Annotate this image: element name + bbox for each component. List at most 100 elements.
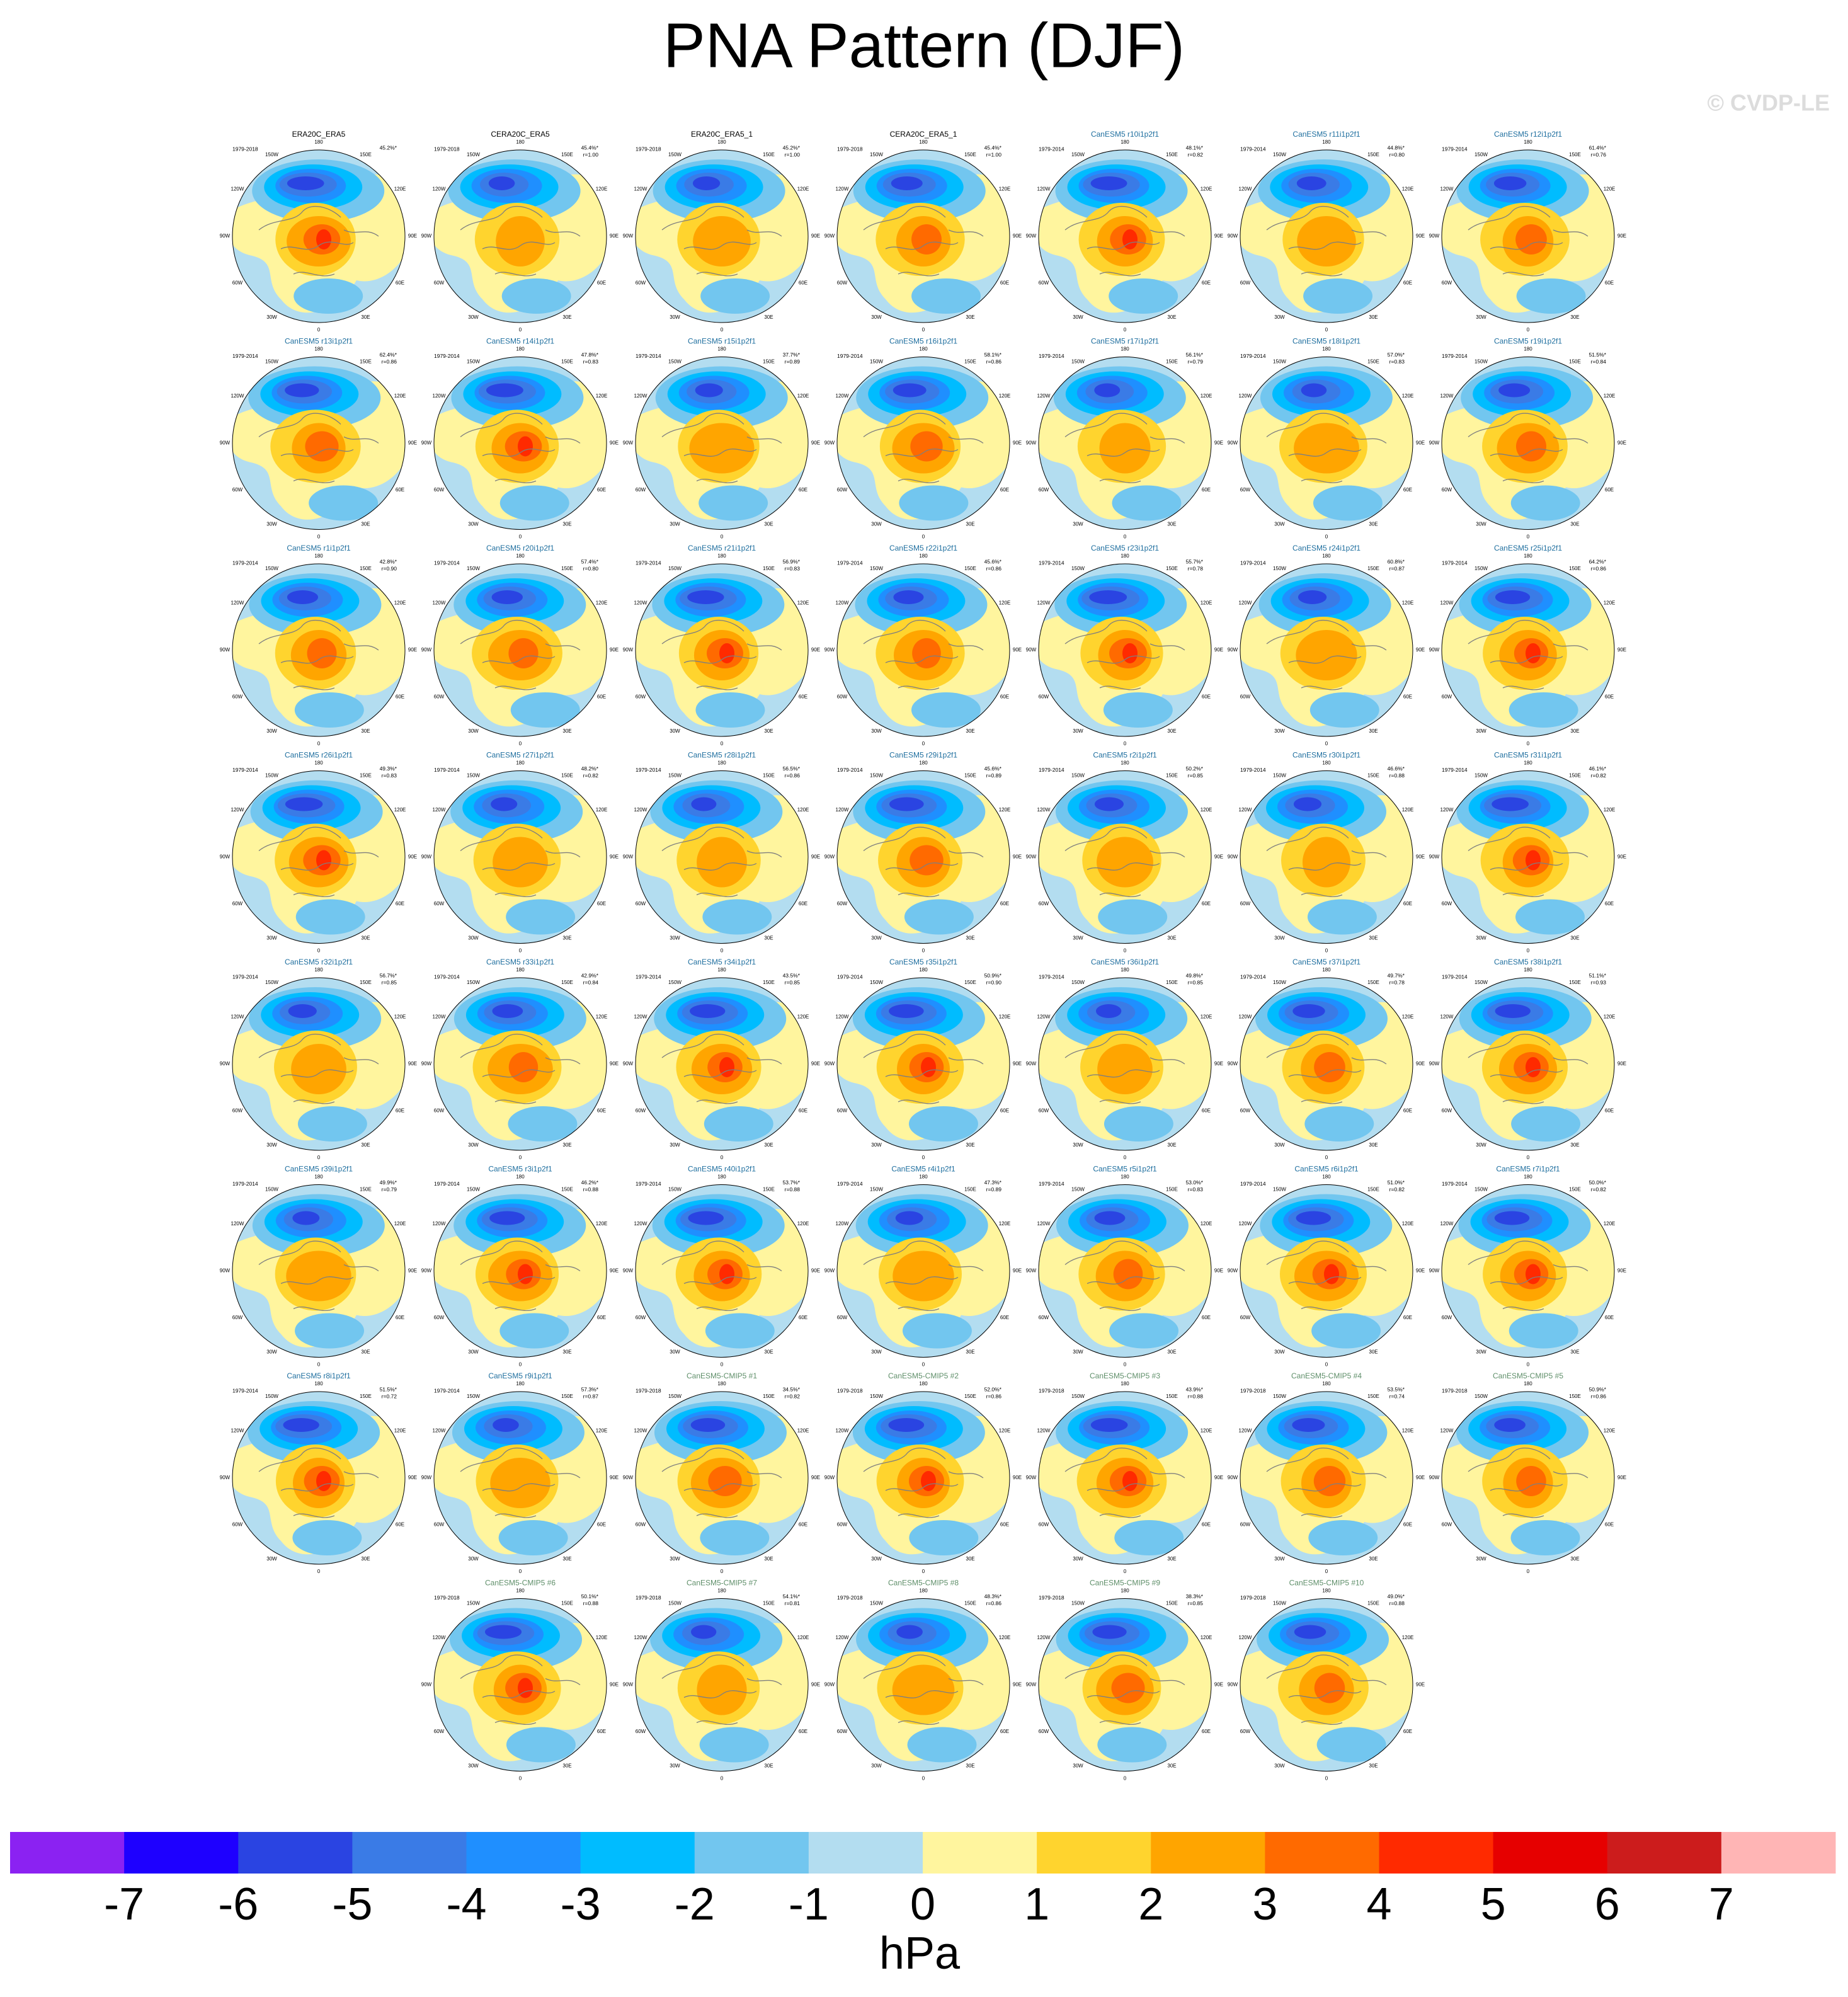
panel-percent: 43.5%*: [783, 972, 801, 978]
longitude-label: 180: [717, 346, 726, 352]
longitude-label: 60E: [1605, 694, 1614, 700]
longitude-label: 120E: [394, 1221, 406, 1227]
negative-region: [499, 1313, 569, 1349]
figure-title: PNA Pattern (DJF): [663, 10, 1185, 81]
contour-field: [1442, 978, 1614, 1150]
negative-region: [699, 1727, 769, 1763]
positive-region: [307, 638, 337, 668]
longitude-label: 180: [314, 760, 323, 766]
colorbar-tick-label: -1: [789, 1879, 829, 1930]
contour-field: [434, 1184, 607, 1358]
map-panel: CanESM5-CMIP5 #5 1979-2018 50.9%*r=0.86 180…: [1429, 1371, 1626, 1574]
negative-region: [1089, 590, 1127, 604]
panel-period: 1979-2018: [837, 1387, 863, 1393]
contour-field: [1240, 357, 1413, 530]
map-border: [635, 1391, 809, 1565]
panel-title: CanESM5 r23i1p2f1: [1091, 544, 1159, 552]
map-panel: CanESM5 r36i1p2f1 1979-2014 49.8%*r=0.85 18…: [1026, 958, 1223, 1160]
longitude-label: 90E: [811, 647, 820, 653]
longitude-label: 0: [519, 1155, 522, 1160]
longitude-label: 60W: [232, 280, 243, 286]
panel-period: 1979-2014: [837, 559, 863, 566]
longitude-label: 120W: [1440, 1221, 1454, 1227]
longitude-label: 30W: [871, 1349, 882, 1355]
coastline: [1266, 1447, 1387, 1518]
map-panel: CanESM5 r2i1p2f1 1979-2014 50.2%*r=0.85 180…: [1026, 751, 1223, 954]
longitude-label: 120W: [1440, 807, 1454, 813]
longitude-label: 150W: [1071, 359, 1085, 365]
panel-period: 1979-2014: [434, 1387, 460, 1393]
longitude-label: 180: [314, 967, 323, 973]
longitude-label: 60E: [1000, 487, 1009, 493]
longitude-label: 30W: [1274, 728, 1285, 734]
map-border: [1240, 357, 1413, 530]
positive-region: [1296, 630, 1357, 680]
longitude-label: 120E: [1402, 1635, 1414, 1640]
longitude-label: 150W: [1273, 773, 1286, 779]
longitude-label: 150E: [561, 566, 573, 571]
negative-region: [1104, 1106, 1173, 1142]
longitude-label: 120E: [394, 393, 406, 399]
longitude-label: 90W: [1026, 854, 1037, 860]
longitude-label: 60W: [837, 901, 848, 907]
map-border: [1240, 563, 1413, 737]
panel-period: 1979-2014: [1240, 353, 1266, 359]
longitude-label: 150W: [1474, 1393, 1488, 1399]
longitude-label: 180: [1121, 967, 1129, 973]
longitude-label: 60W: [434, 487, 445, 493]
negative-region: [1494, 1211, 1530, 1225]
longitude-label: 60E: [597, 694, 606, 700]
map-border: [1240, 149, 1413, 323]
panel-title: CanESM5-CMIP5 #10: [1289, 1579, 1364, 1588]
longitude-label: 0: [519, 1362, 522, 1368]
longitude-label: 60E: [1000, 1108, 1009, 1114]
negative-region: [1094, 797, 1124, 811]
panel-period: 1979-2014: [1240, 146, 1266, 152]
longitude-label: 60W: [837, 1108, 848, 1114]
longitude-label: 0: [1527, 948, 1530, 954]
positive-region: [912, 638, 941, 668]
longitude-label: 0: [922, 1569, 925, 1574]
longitude-label: 150W: [265, 566, 278, 571]
colorbar-bin: [580, 1832, 695, 1874]
longitude-label: 120E: [1402, 1428, 1414, 1434]
panel-correlation: r=0.84: [1591, 358, 1607, 365]
longitude-label: 60W: [837, 1315, 848, 1320]
longitude-label: 90E: [610, 1268, 619, 1274]
positive-region: [910, 431, 943, 462]
longitude-label: 90W: [824, 1268, 835, 1274]
coastline: [863, 413, 984, 484]
longitude-label: 0: [1325, 534, 1328, 540]
panel-percent: 51.1%*: [1589, 972, 1607, 978]
longitude-label: 150E: [1569, 1187, 1581, 1193]
longitude-label: 120E: [1402, 1014, 1414, 1020]
longitude-label: 90W: [421, 1475, 432, 1480]
map-panel: CanESM5 r12i1p2f1 1979-2014 61.4%*r=0.76 18…: [1429, 130, 1626, 333]
longitude-label: 60W: [434, 280, 445, 286]
longitude-label: 150E: [964, 1393, 976, 1399]
map-border: [1441, 1184, 1615, 1358]
coastline: [1266, 413, 1387, 484]
longitude-label: 180: [1524, 1381, 1532, 1387]
negative-region: [911, 692, 981, 728]
colorbar-bin: [1151, 1832, 1265, 1874]
longitude-label: 90W: [1228, 1682, 1238, 1688]
longitude-label: 60E: [1403, 1108, 1412, 1114]
negative-region: [294, 278, 363, 314]
panel-period: 1979-2014: [1442, 146, 1468, 152]
longitude-label: 60E: [1403, 280, 1412, 286]
negative-region: [294, 692, 364, 728]
contour-field: [636, 564, 808, 736]
panel-period: 1979-2014: [636, 973, 661, 980]
coastline: [460, 413, 581, 484]
longitude-label: 150E: [360, 980, 372, 985]
map-panel: CanESM5 r7i1p2f1 1979-2014 50.0%*r=0.82 180…: [1429, 1165, 1626, 1368]
longitude-label: 30E: [966, 522, 974, 527]
positive-region: [892, 1664, 955, 1715]
colorbar-tick-label: 3: [1252, 1879, 1277, 1930]
map-panel: CanESM5 r33i1p2f1 1979-2014 42.9%*r=0.84 18…: [421, 958, 619, 1160]
longitude-label: 90W: [623, 854, 634, 860]
map-border: [836, 1184, 1010, 1358]
longitude-label: 120E: [1402, 807, 1414, 813]
map-border: [1441, 1391, 1615, 1565]
